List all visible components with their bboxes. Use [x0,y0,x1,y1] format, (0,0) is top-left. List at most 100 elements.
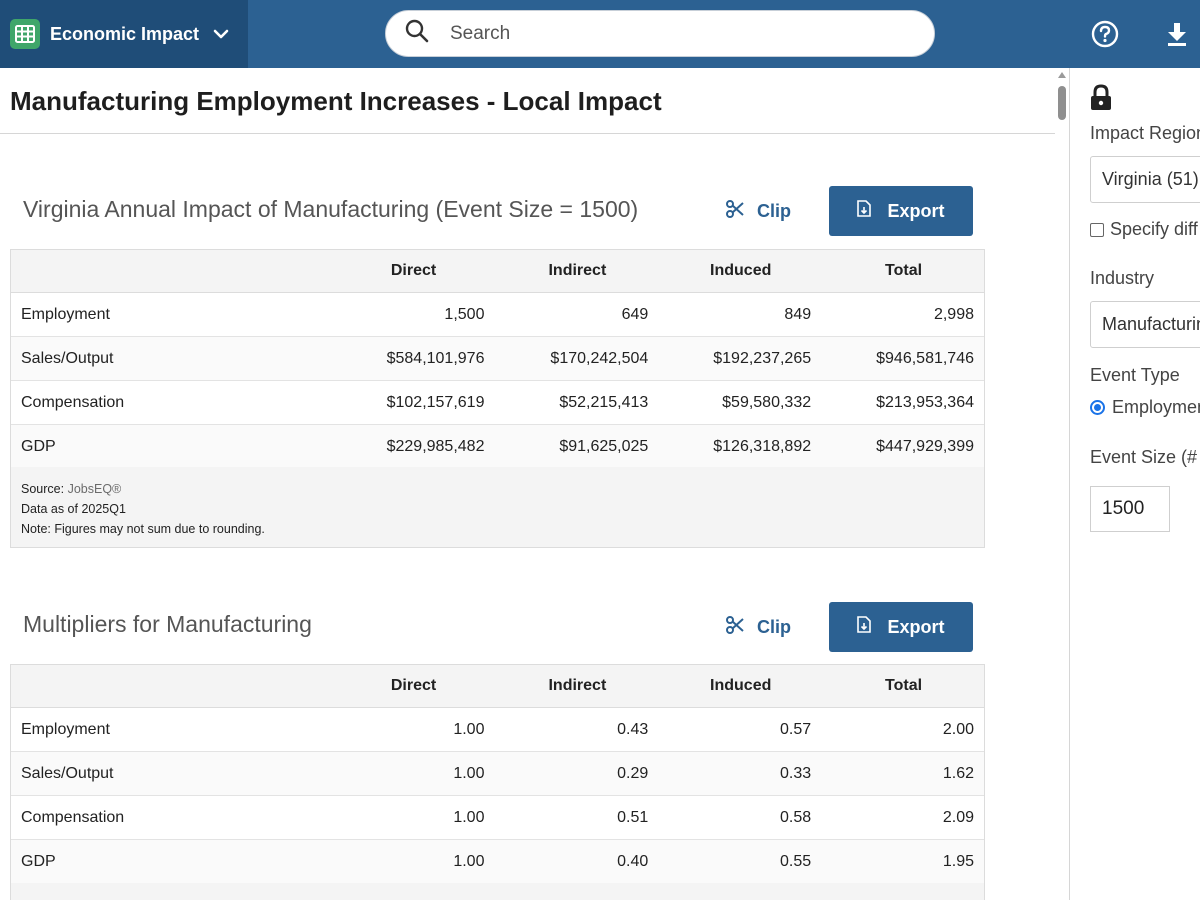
table-cell: 1.00 [331,751,496,796]
scroll-up-arrow-icon[interactable] [1058,72,1066,78]
table-row: Compensation 1.00 0.51 0.58 2.09 [10,795,985,840]
table-cell: 0.51 [495,795,660,840]
table-row: GDP $229,985,482 $91,625,025 $126,318,89… [10,424,985,469]
download-icon[interactable] [1161,18,1193,50]
source-line: Source: JobsEQ® [21,479,974,499]
column-header: Direct [331,664,496,708]
search-input[interactable] [450,22,890,45]
specify-label: Specify diff [1110,219,1198,239]
table-row: Employment 1,500 649 849 2,998 [10,292,985,337]
table-cell: 0.40 [495,839,660,884]
impact-region-select[interactable]: Virginia (51) [1090,156,1200,203]
industry-select[interactable]: Manufacturing [1090,301,1200,348]
event-size-label: Event Size (# [1090,447,1198,467]
table-row: GDP 1.00 0.40 0.55 1.95 [10,839,985,884]
event-size-input[interactable]: 1500 [1090,486,1170,532]
row-label: Sales/Output [10,336,332,381]
table-row: Employment 1.00 0.43 0.57 2.00 [10,707,985,752]
radio-selected[interactable] [1090,400,1105,415]
table-cell: 0.57 [659,707,823,752]
table-cell: 1.00 [331,707,496,752]
table-cell: 849 [659,292,823,337]
file-export-icon [857,200,872,222]
row-label: Compensation [10,795,332,840]
table-notes [10,883,985,900]
event-type-radio-employment[interactable]: Employment [1090,397,1200,418]
top-bar: Economic Impact [0,0,1200,68]
impact-section-title: Virginia Annual Impact of Manufacturing … [23,196,639,222]
table-cell: $52,215,413 [495,380,660,425]
table-cell: 1,500 [331,292,496,337]
scissors-icon [725,615,745,640]
table-notes: Source: JobsEQ® Data as of 2025Q1 Note: … [10,467,985,548]
export-button[interactable]: Export [829,186,973,236]
table-cell: 2.09 [822,795,985,840]
export-label: Export [887,200,945,221]
search-bar [385,10,935,57]
app-switcher[interactable]: Economic Impact [0,0,248,68]
table-cell: 1.00 [331,795,496,840]
chevron-down-icon [213,29,229,39]
column-header: Total [822,664,985,708]
data-as-of: Data as of 2025Q1 [21,502,126,516]
industry-label: Industry [1090,268,1155,288]
table-cell: 0.33 [659,751,823,796]
app-title: Economic Impact [50,23,200,44]
table-cell: 1.62 [822,751,985,796]
clip-button[interactable]: Clip [725,199,791,224]
table-cell: 2,998 [822,292,985,337]
lock-icon[interactable] [1090,84,1112,116]
help-icon[interactable] [1089,18,1121,50]
column-header: Direct [331,249,496,293]
table-cell: 1.95 [822,839,985,884]
source-label: Source: [21,482,65,496]
main-content: Manufacturing Employment Increases - Loc… [0,68,1055,900]
event-type-option-label: Employment [1112,397,1200,417]
specify-checkbox-row[interactable]: Specify diff [1090,219,1198,240]
multipliers-section-title: Multipliers for Manufacturing [23,611,312,637]
table-cell: $229,985,482 [331,424,496,469]
rounding-note: Note: Figures may not sum due to roundin… [21,522,265,536]
table-cell: $946,581,746 [822,336,985,381]
table-header-row: Direct Indirect Induced Total [10,249,985,293]
table-cell: $126,318,892 [659,424,823,469]
column-header: Indirect [495,249,660,293]
export-button[interactable]: Export [829,602,973,652]
table-cell: $59,580,332 [659,380,823,425]
column-header [10,249,332,293]
row-label: Employment [10,292,332,337]
column-header: Induced [659,664,823,708]
table-cell: 0.29 [495,751,660,796]
table-cell: 0.58 [659,795,823,840]
specify-checkbox[interactable] [1090,222,1104,237]
table-cell: 1.00 [331,839,496,884]
row-label: GDP [10,424,332,469]
table-cell: 0.55 [659,839,823,884]
grid-icon [10,19,40,49]
divider [0,133,1055,134]
column-header: Induced [659,249,823,293]
table-cell: $213,953,364 [822,380,985,425]
table-cell: $584,101,976 [331,336,496,381]
file-export-icon [857,616,872,638]
table-header-row: Direct Indirect Induced Total [10,664,985,708]
event-type-label: Event Type [1090,365,1180,385]
scrollbar-thumb[interactable] [1058,86,1066,120]
column-header: Total [822,249,985,293]
table-row: Compensation $102,157,619 $52,215,413 $5… [10,380,985,425]
export-label: Export [887,616,945,637]
row-label: Compensation [10,380,332,425]
table-cell: 0.43 [495,707,660,752]
table-cell: $192,237,265 [659,336,823,381]
settings-panel: Impact Region Virginia (51) Specify diff… [1069,68,1200,900]
source-link[interactable]: JobsEQ® [67,482,122,496]
scrollbar[interactable] [1055,68,1069,900]
row-label: Employment [10,707,332,752]
scissors-icon [725,199,745,224]
table-cell: $170,242,504 [495,336,660,381]
column-header: Indirect [495,664,660,708]
table-cell: $102,157,619 [331,380,496,425]
table-cell: 649 [495,292,660,337]
clip-button[interactable]: Clip [725,615,791,640]
multipliers-table: Direct Indirect Induced Total Employment… [10,664,985,884]
